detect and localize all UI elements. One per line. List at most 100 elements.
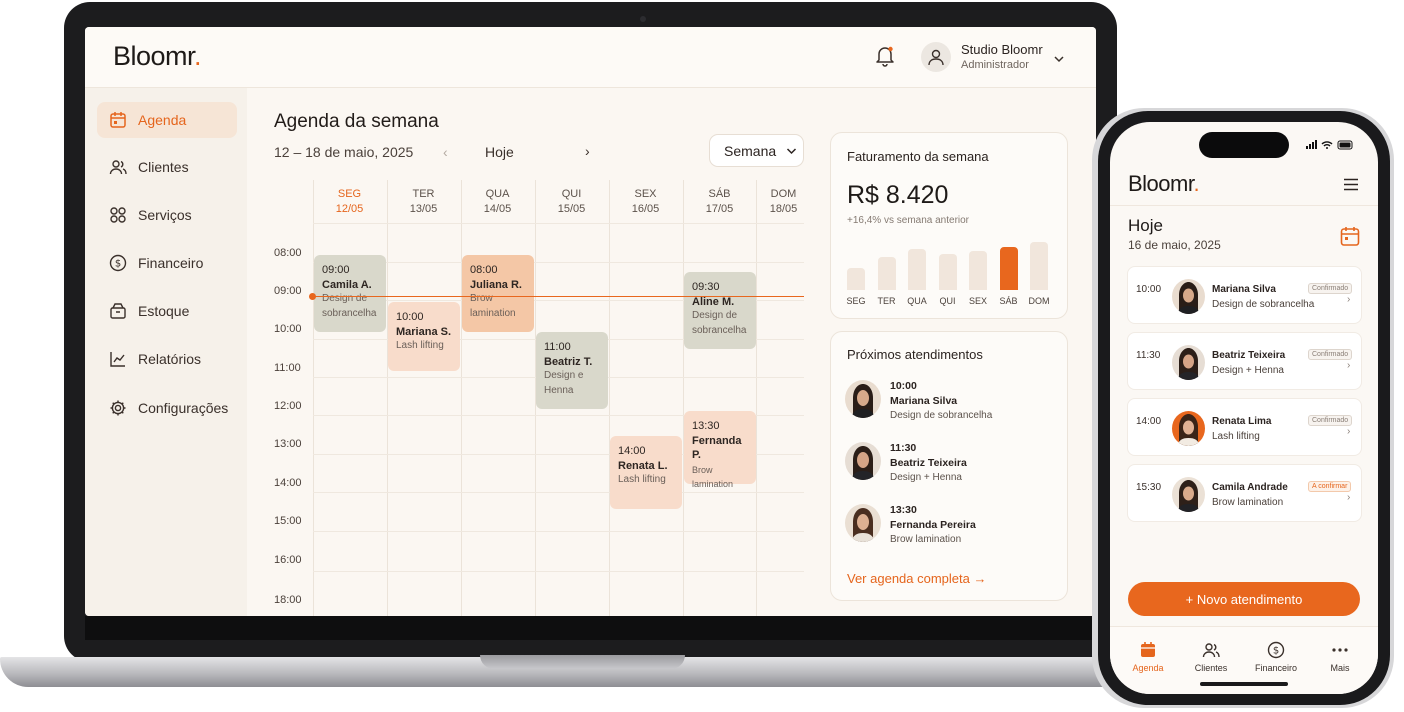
day-header-qui[interactable]: QUI 15/05	[535, 187, 608, 217]
day-header-qua[interactable]: QUA 14/05	[461, 187, 534, 217]
grid-line	[313, 223, 804, 224]
client-photo	[1172, 411, 1205, 446]
status-bar-icons	[1306, 140, 1356, 152]
event-card[interactable]: 09:30 Aline M. Design de sobrancelha	[684, 272, 756, 349]
mobile-appointment[interactable]: 14:00 Renata Lima Lash lifting Confirmad…	[1127, 398, 1362, 456]
revenue-title: Faturamento da semana	[847, 149, 989, 164]
event-client: Aline M.	[692, 295, 735, 308]
appointment-time: 15:30	[1136, 482, 1162, 493]
prev-week-button[interactable]: ‹	[443, 144, 448, 160]
sidebar-item-relatorios[interactable]: Relatórios	[97, 341, 237, 377]
sidebar-item-configuracoes[interactable]: Configurações	[97, 390, 237, 426]
sidebar-item-clientes[interactable]: Clientes	[97, 149, 237, 185]
mobile-appointment[interactable]: 11:30 Beatriz Teixeira Design + Henna Co…	[1127, 332, 1362, 390]
sidebar-item-label: Agenda	[138, 112, 187, 128]
sidebar-item-label: Configurações	[138, 400, 229, 416]
tab-clientes[interactable]: Clientes	[1181, 641, 1241, 673]
revenue-value: R$ 8.420	[847, 181, 949, 209]
upcoming-item[interactable]: 11:30 Beatriz Teixeira Design + Henna	[845, 442, 1060, 492]
tab-financeiro[interactable]: $ Financeiro	[1246, 641, 1306, 673]
menu-icon[interactable]	[1343, 178, 1359, 196]
event-time: 09:00	[322, 264, 350, 276]
event-card[interactable]: 11:00 Beatriz T. Design e Henna	[536, 332, 608, 409]
mobile-date: 16 de maio, 2025	[1128, 238, 1221, 252]
event-card[interactable]: 14:00 Renata L. Lash lifting	[610, 436, 682, 509]
grid-line	[313, 180, 314, 616]
sidebar-item-agenda[interactable]: Agenda	[97, 102, 237, 138]
revenue-bar	[999, 247, 1018, 290]
chevron-down-icon[interactable]	[1053, 51, 1065, 69]
appointment-time: 11:30	[1136, 350, 1161, 361]
day-header-dom[interactable]: DOM 18/05	[746, 187, 821, 217]
day-date: 12/05	[335, 203, 364, 215]
grid-line	[387, 180, 388, 616]
event-time: 09:30	[692, 281, 720, 293]
day-date: 18/05	[769, 203, 798, 215]
hour-label: 08:00	[274, 247, 302, 259]
upcoming-time: 13:30	[890, 504, 917, 516]
chevron-right-icon: ›	[1347, 294, 1351, 305]
upcoming-item[interactable]: 10:00 Mariana Silva Design de sobrancelh…	[845, 380, 1060, 430]
dynamic-island	[1199, 132, 1289, 158]
day-header-seg[interactable]: SEG 12/05	[313, 187, 386, 217]
sidebar-item-estoque[interactable]: Estoque	[97, 293, 237, 329]
day-header-sab[interactable]: SÁB 17/05	[683, 187, 756, 217]
sidebar-item-financeiro[interactable]: $ Financeiro	[97, 245, 237, 281]
chevron-right-icon: ›	[1347, 360, 1351, 371]
day-name: SEG	[337, 188, 362, 200]
day-name: DOM	[770, 188, 797, 200]
event-client: Juliana R.	[470, 278, 522, 291]
current-time-dot	[309, 293, 316, 300]
client-photo	[1172, 345, 1205, 380]
user-role: Administrador	[961, 59, 1029, 71]
see-full-agenda-link[interactable]: Ver agenda completa →	[847, 571, 987, 586]
event-card[interactable]: 08:00 Juliana R. Brow lamination	[462, 255, 534, 332]
mobile-appointment[interactable]: 10:00 Mariana Silva Design de sobrancelh…	[1127, 266, 1362, 324]
day-name: SEX	[634, 188, 657, 200]
app-logo[interactable]: Bloomr.	[113, 41, 202, 71]
today-button[interactable]: Hoje	[485, 144, 514, 160]
calendar-icon	[1141, 642, 1155, 657]
next-week-button[interactable]: ›	[585, 143, 590, 159]
upcoming-card: Próximos atendimentos 10:00 Mariana Silv…	[830, 331, 1068, 601]
view-select[interactable]: Semana	[709, 134, 804, 167]
upcoming-item[interactable]: 13:30 Fernanda Pereira Brow lamination	[845, 504, 1060, 554]
client-photo	[845, 442, 881, 480]
upcoming-time: 11:30	[890, 442, 917, 454]
grid-line	[313, 531, 804, 532]
tab-agenda[interactable]: Agenda	[1118, 641, 1178, 673]
calendar-icon[interactable]	[1340, 226, 1360, 252]
appointment-client: Renata Lima	[1212, 416, 1272, 427]
event-card[interactable]: 09:00 Camila A. Design de sobrancelha	[314, 255, 386, 332]
hour-label: 12:00	[274, 400, 302, 412]
sidebar-item-label: Relatórios	[138, 351, 202, 367]
user-icon	[928, 49, 944, 66]
current-time-line	[314, 296, 804, 297]
home-indicator	[1200, 682, 1288, 686]
user-avatar[interactable]	[921, 42, 951, 72]
event-card[interactable]: 10:00 Mariana S. Lash lifting	[388, 302, 460, 371]
sidebar-item-label: Financeiro	[138, 255, 204, 271]
grid-line	[535, 180, 536, 616]
page-title: Agenda da semana	[274, 111, 439, 132]
event-service: Brow lamination	[692, 464, 734, 490]
status-badge: Confirmado	[1308, 283, 1353, 294]
event-client: Fernanda P.	[692, 434, 742, 462]
dollar-icon: $	[1267, 641, 1285, 659]
hour-label: 18:00	[274, 594, 302, 606]
day-header-ter[interactable]: TER 13/05	[387, 187, 460, 217]
users-icon	[1202, 643, 1220, 658]
sidebar-item-label: Serviços	[138, 207, 192, 223]
mobile-appointment[interactable]: 15:30 Camila Andrade Brow lamination A c…	[1127, 464, 1362, 522]
bell-icon[interactable]	[875, 45, 895, 72]
day-name: TER	[412, 188, 435, 200]
tab-mais[interactable]: Mais	[1310, 641, 1370, 673]
new-appointment-button[interactable]: + Novo atendimento	[1128, 582, 1360, 616]
revenue-bar	[877, 257, 896, 290]
event-card[interactable]: 13:30 Fernanda P. Brow lamination	[684, 411, 756, 489]
sidebar-item-servicos[interactable]: Serviços	[97, 197, 237, 233]
day-header-sex[interactable]: SEX 16/05	[609, 187, 682, 217]
app-logo[interactable]: Bloomr.	[1128, 171, 1200, 196]
grid-line	[313, 300, 804, 301]
upcoming-client: Beatriz Teixeira	[890, 457, 967, 469]
